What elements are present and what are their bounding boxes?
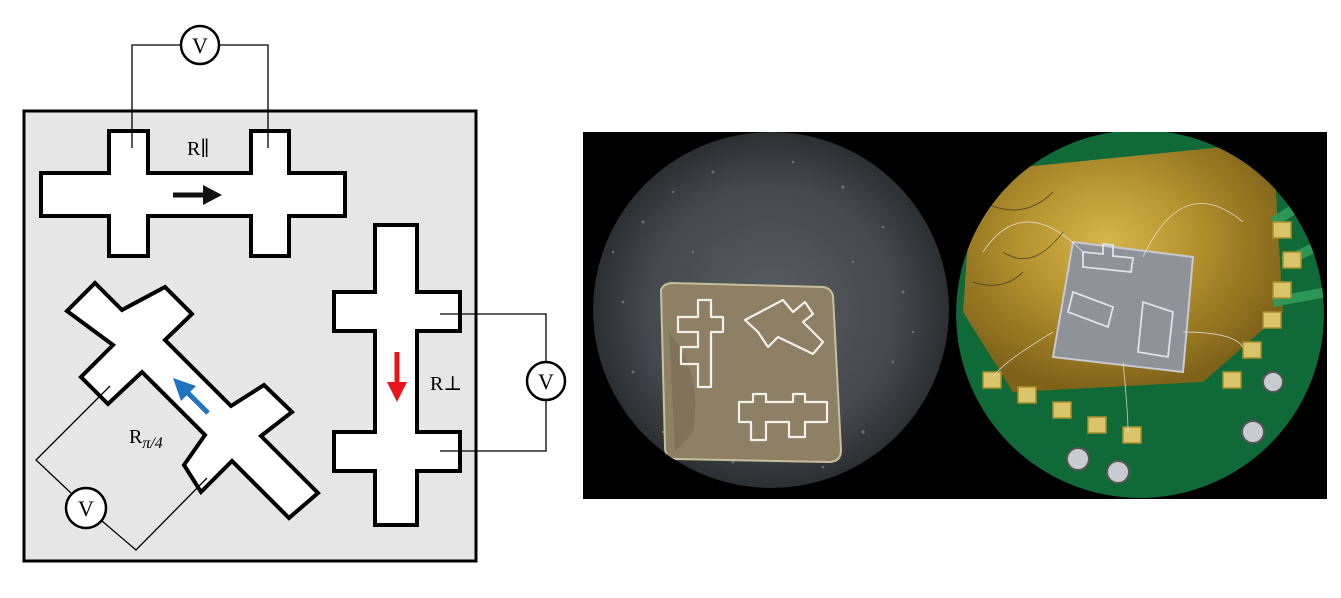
wire-perpendicular-top <box>440 313 547 362</box>
label-r-pi4-base: R <box>129 426 143 448</box>
current-arrow-parallel <box>173 185 222 205</box>
wire-diagonal-top <box>35 385 111 494</box>
current-arrow-diagonal <box>173 378 210 415</box>
wire-perpendicular-bottom <box>440 400 547 452</box>
chip-right <box>1051 240 1195 374</box>
microscope-photo <box>583 132 1327 499</box>
right-microscope-view <box>956 132 1324 498</box>
voltmeter-diagonal <box>64 486 108 530</box>
label-r-pi4: Rπ/4 <box>129 426 163 452</box>
hall-bar-schematic: V R∥ V R⊥ V Rπ/4 <box>22 24 567 563</box>
wire-parallel-right <box>219 44 269 148</box>
voltmeter-diagonal-label: V <box>78 496 94 521</box>
label-r-pi4-subscript: π/4 <box>142 435 162 452</box>
voltmeter-perpendicular-label: V <box>538 369 554 394</box>
bond-pads <box>982 221 1302 444</box>
voltmeter-parallel-label: V <box>192 33 208 58</box>
wire-diagonal-bottom <box>101 477 208 551</box>
voltmeter-parallel <box>179 24 221 66</box>
label-r-parallel: R∥ <box>187 138 210 160</box>
left-microscope-view <box>593 132 949 488</box>
voltmeter-perpendicular <box>525 360 567 402</box>
label-r-perpendicular: R⊥ <box>430 373 462 395</box>
wire-parallel-left <box>131 44 181 148</box>
current-arrow-perpendicular <box>387 352 407 402</box>
